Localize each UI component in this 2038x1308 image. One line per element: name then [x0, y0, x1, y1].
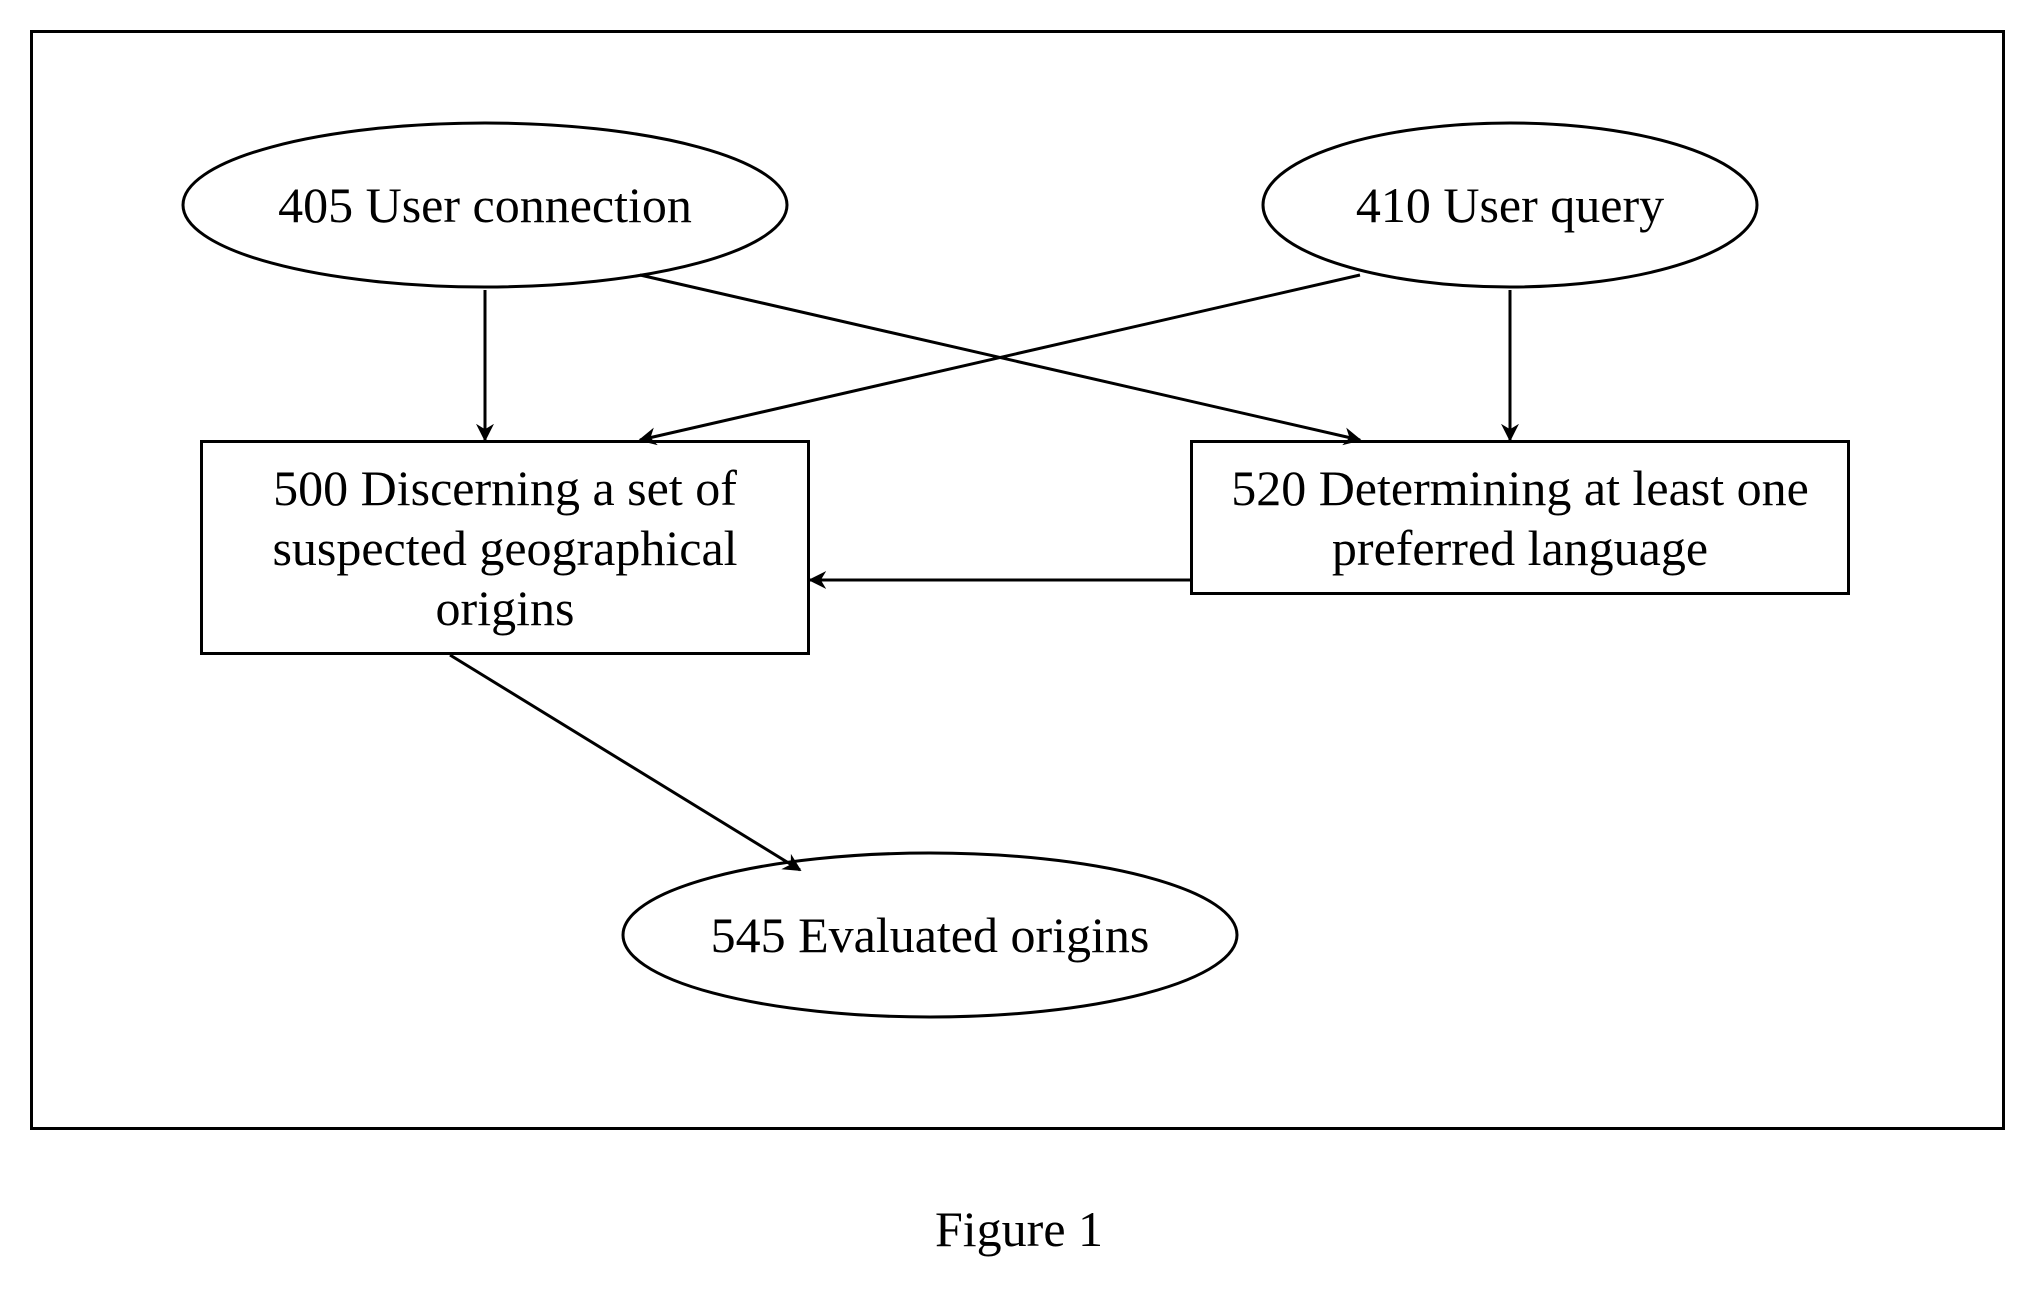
node-n520: 520 Determining at least onepreferred la…	[1190, 440, 1850, 595]
node-label-n500: 500 Discerning a set ofsuspected geograp…	[272, 458, 737, 638]
node-label-n410: 410 User query	[1356, 175, 1664, 235]
node-n545: 545 Evaluated origins	[620, 850, 1240, 1020]
figure-caption: Figure 1	[0, 1200, 2038, 1258]
node-n405: 405 User connection	[180, 120, 790, 290]
node-label-n405: 405 User connection	[278, 175, 692, 235]
node-n500: 500 Discerning a set ofsuspected geograp…	[200, 440, 810, 655]
node-label-n545: 545 Evaluated origins	[711, 905, 1150, 965]
node-label-n520: 520 Determining at least onepreferred la…	[1231, 458, 1809, 578]
node-n410: 410 User query	[1260, 120, 1760, 290]
